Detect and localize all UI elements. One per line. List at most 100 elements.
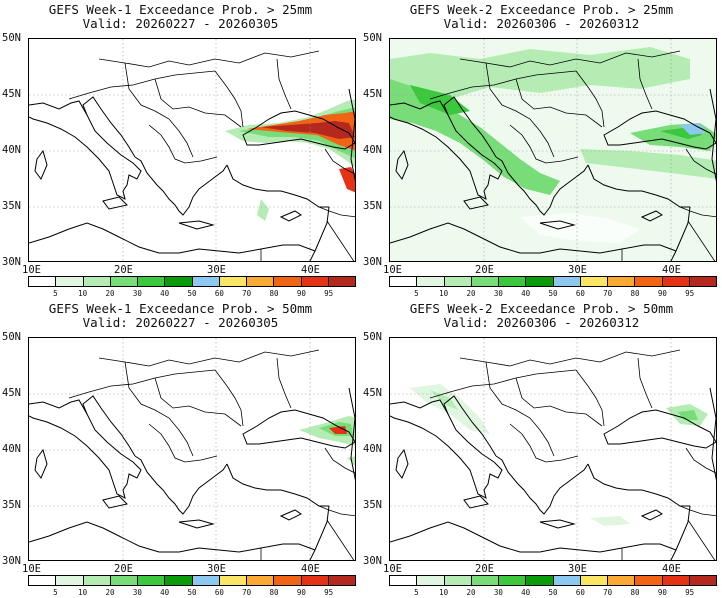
colorbar-swatch — [247, 277, 275, 286]
panel-week2-25mm: GEFS Week-2 Exceedance Prob. > 25mm Vali… — [361, 0, 722, 299]
panel-title: GEFS Week-1 Exceedance Prob. > 50mm — [48, 301, 313, 316]
colorbar-swatch — [110, 277, 138, 286]
lat-label: 50N — [2, 331, 21, 343]
panel-week1-50mm: GEFS Week-1 Exceedance Prob. > 50mm Vali… — [0, 299, 361, 598]
colorbar-tick-label: 80 — [269, 588, 279, 597]
colorbar-tick-label: 60 — [575, 289, 585, 298]
colorbar-swatch — [553, 277, 581, 286]
colorbar-tick-label: 95 — [324, 289, 334, 298]
probability-shading — [390, 39, 716, 261]
panel-valid-dates: Valid: 20260227 - 20260305 — [82, 16, 279, 31]
lon-label: 10E — [383, 563, 402, 575]
colorbar-tick-label: 30 — [493, 588, 503, 597]
colorbar-tick-label: 70 — [242, 588, 252, 597]
colorbar-swatch — [417, 277, 445, 286]
colorbar-tick-label: 10 — [439, 289, 449, 298]
lat-label: 40N — [2, 144, 21, 156]
lat-label: 35N — [2, 200, 21, 212]
lat-label: 45N — [2, 387, 21, 399]
colorbar-swatch — [247, 576, 275, 585]
lon-label: 10E — [22, 563, 41, 575]
colorbar-swatch — [83, 576, 111, 585]
panel-week1-25mm: GEFS Week-1 Exceedance Prob. > 25mm Vali… — [0, 0, 361, 299]
colorbar-swatch — [580, 277, 608, 286]
lon-label: 10E — [22, 264, 41, 276]
colorbar-swatch — [219, 576, 247, 585]
colorbar-tick-label: 20 — [105, 289, 115, 298]
panel-valid-dates: Valid: 20260306 - 20260312 — [443, 16, 640, 31]
lat-label: 50N — [363, 32, 382, 44]
lon-label: 20E — [475, 264, 494, 276]
lat-label: 45N — [363, 387, 382, 399]
colorbar-tick-label: 40 — [521, 289, 531, 298]
colorbar-swatch — [689, 576, 716, 585]
colorbar-tick-label: 30 — [132, 289, 142, 298]
colorbar-tick-label: 5 — [414, 289, 419, 298]
colorbar-tick-label: 5 — [414, 588, 419, 597]
colorbar-tick-label: 20 — [466, 588, 476, 597]
lon-label: 20E — [114, 264, 133, 276]
colorbar-tick-label: 50 — [548, 588, 558, 597]
lat-label: 30N — [363, 555, 382, 567]
colorbar-swatch — [274, 277, 302, 286]
colorbar-swatch — [471, 277, 499, 286]
colorbar-swatch — [580, 576, 608, 585]
lon-label: 40E — [662, 563, 681, 575]
lat-label: 35N — [363, 200, 382, 212]
colorbar-tick-label: 90 — [657, 289, 667, 298]
lon-label: 40E — [301, 264, 320, 276]
lon-label: 40E — [662, 264, 681, 276]
colorbar-swatch — [689, 277, 716, 286]
colorbar-tick-label: 5 — [53, 289, 58, 298]
colorbar — [389, 276, 717, 287]
probability-map — [389, 38, 717, 262]
colorbar-tick-label: 90 — [657, 588, 667, 597]
lat-label: 30N — [2, 256, 21, 268]
colorbar-swatch — [110, 576, 138, 585]
lon-label: 30E — [207, 563, 226, 575]
colorbar-tick-label: 95 — [685, 289, 695, 298]
colorbar-swatch — [138, 576, 166, 585]
colorbar-swatch — [390, 277, 418, 286]
lon-label: 10E — [383, 264, 402, 276]
colorbar-swatch — [29, 277, 57, 286]
colorbar-swatch — [635, 576, 663, 585]
colorbar-swatch — [328, 277, 355, 286]
colorbar-swatch — [83, 277, 111, 286]
probability-map — [28, 38, 356, 262]
colorbar-swatch — [499, 576, 527, 585]
lat-label: 45N — [2, 88, 21, 100]
panel-title: GEFS Week-1 Exceedance Prob. > 25mm — [48, 2, 313, 17]
colorbar — [28, 276, 356, 287]
colorbar-tick-label: 95 — [685, 588, 695, 597]
colorbar-tick-label: 10 — [78, 289, 88, 298]
colorbar — [28, 575, 356, 586]
lon-label: 20E — [475, 563, 494, 575]
lon-label: 30E — [568, 563, 587, 575]
lat-label: 40N — [363, 144, 382, 156]
colorbar-tick-label: 50 — [187, 588, 197, 597]
colorbar-tick-label: 40 — [160, 588, 170, 597]
colorbar-swatch — [219, 277, 247, 286]
colorbar-swatch — [390, 576, 418, 585]
colorbar-swatch — [165, 576, 193, 585]
colorbar-swatch — [444, 277, 472, 286]
colorbar-swatch — [608, 277, 636, 286]
colorbar-swatch — [301, 277, 329, 286]
colorbar-swatch — [301, 576, 329, 585]
colorbar-swatch — [56, 277, 84, 286]
lat-label: 35N — [363, 499, 382, 511]
colorbar-tick-label: 20 — [466, 289, 476, 298]
colorbar-tick-label: 10 — [439, 588, 449, 597]
colorbar-tick-label: 90 — [296, 289, 306, 298]
panel-week2-50mm: GEFS Week-2 Exceedance Prob. > 50mm Vali… — [361, 299, 722, 598]
lat-label: 35N — [2, 499, 21, 511]
colorbar-swatch — [274, 576, 302, 585]
panel-valid-dates: Valid: 20260227 - 20260305 — [82, 315, 279, 330]
colorbar-tick-label: 5 — [53, 588, 58, 597]
colorbar-tick-label: 40 — [521, 588, 531, 597]
colorbar-swatch — [29, 576, 57, 585]
colorbar-tick-label: 80 — [269, 289, 279, 298]
probability-shading — [299, 416, 355, 466]
colorbar-swatch — [56, 576, 84, 585]
